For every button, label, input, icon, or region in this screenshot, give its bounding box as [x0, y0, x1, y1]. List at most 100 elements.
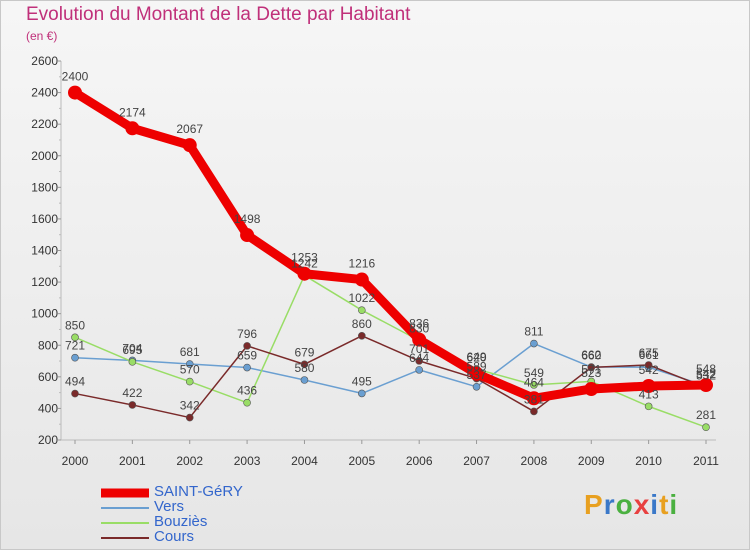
x-tick-label: 2004: [291, 454, 318, 468]
y-tick-label: 1800: [31, 180, 58, 194]
x-tick-label: 2010: [635, 454, 662, 468]
data-label: 542: [696, 367, 716, 381]
x-tick-label: 2002: [176, 454, 203, 468]
data-point: [185, 360, 194, 368]
data-label: 836: [409, 317, 429, 331]
data-point: [702, 423, 710, 432]
y-tick-label: 2200: [31, 117, 58, 131]
data-point: [358, 331, 366, 340]
data-label: 532: [696, 369, 716, 383]
proxiti-logo: Proxiti: [584, 489, 678, 521]
data-label: 620: [467, 351, 487, 365]
data-point: [469, 366, 484, 381]
legend-item-label: Vers: [154, 498, 185, 515]
data-point: [526, 391, 541, 406]
data-point: [415, 357, 423, 365]
data-label: 2400: [62, 70, 89, 84]
y-tick-label: 1600: [31, 212, 58, 226]
data-label: 381: [524, 392, 544, 406]
data-label: 542: [639, 363, 659, 377]
series-layer: [68, 85, 713, 539]
series-bouzis: [71, 271, 710, 432]
legend-item-label: Cours: [154, 528, 195, 545]
data-label: 422: [122, 386, 142, 400]
data-point: [300, 360, 309, 369]
data-point: [587, 363, 596, 372]
x-tick-label: 2005: [348, 454, 375, 468]
y-tick-label: 1200: [31, 275, 58, 289]
logo-letter: i: [669, 489, 679, 520]
logo-letter: x: [633, 489, 651, 520]
data-label: 830: [409, 322, 429, 336]
logo-letter: P: [584, 489, 604, 520]
x-tick-label: 2009: [578, 454, 605, 468]
data-label: 850: [65, 318, 85, 332]
data-point: [182, 138, 197, 153]
y-tick-label: 1000: [31, 307, 58, 321]
data-point: [354, 272, 369, 287]
data-label: 721: [65, 339, 85, 353]
y-tick-label: 800: [38, 338, 58, 352]
data-label: 495: [352, 374, 372, 388]
data-point: [641, 378, 656, 393]
legend-item-label: SAINT-GéRY: [154, 483, 243, 500]
x-tick-label: 2008: [521, 454, 548, 468]
data-point: [297, 266, 312, 281]
data-point: [243, 342, 251, 350]
legend-swatches: [101, 488, 149, 539]
logo-letter: r: [603, 489, 616, 520]
data-label: 436: [237, 384, 257, 398]
data-label: 660: [581, 348, 601, 362]
data-point: [644, 402, 653, 411]
data-label: 537: [467, 368, 487, 382]
data-point: [358, 306, 366, 314]
data-point: [699, 378, 713, 393]
data-label: 281: [696, 408, 716, 422]
data-point: [128, 358, 137, 366]
data-label: 661: [639, 348, 659, 362]
data-label: 342: [180, 399, 200, 413]
data-point: [358, 389, 366, 398]
legend-item-label: Bouziès: [154, 513, 208, 530]
data-label: 1242: [291, 256, 318, 270]
series-saint-gery: [68, 85, 713, 406]
data-label: 464: [524, 375, 544, 389]
data-point: [240, 228, 255, 243]
data-point: [243, 398, 251, 407]
data-label: 701: [409, 342, 429, 356]
y-tick-label: 2600: [31, 54, 58, 68]
data-label: 570: [180, 363, 200, 377]
data-point: [68, 85, 82, 100]
chart-title: Evolution du Montant de la Dette par Hab…: [26, 4, 411, 25]
x-tick-label: 2001: [119, 454, 146, 468]
data-point: [412, 332, 427, 347]
x-tick-label: 2011: [693, 454, 719, 468]
x-tick-label: 2003: [234, 454, 261, 468]
data-label: 2067: [176, 122, 203, 136]
data-label: 644: [409, 351, 429, 365]
logo-letter: i: [650, 489, 660, 520]
x-tick-label: 2000: [62, 454, 89, 468]
data-point: [71, 389, 79, 398]
data-label: 589: [467, 360, 487, 374]
data-label: 548: [696, 362, 716, 376]
axes: 200 400 600 800 1000 1200 1400 1600 1800 2000 2200…: [31, 54, 719, 468]
series-line: [70, 88, 711, 403]
data-point: [530, 381, 538, 389]
x-tick-label: 2007: [463, 454, 490, 468]
data-label: 571: [581, 362, 601, 376]
data-label: 681: [180, 345, 200, 359]
data-label: 695: [122, 343, 142, 357]
y-tick-label: 200: [38, 433, 58, 447]
data-label: 675: [639, 346, 659, 360]
data-label: 679: [294, 345, 314, 359]
chart-subtitle: (en €): [26, 29, 58, 43]
data-label: 860: [352, 317, 372, 331]
y-tick-label: 400: [38, 401, 58, 415]
data-label: 549: [524, 366, 544, 380]
data-label: 1022: [348, 291, 375, 305]
data-point: [185, 413, 194, 422]
data-label: 494: [65, 375, 85, 389]
